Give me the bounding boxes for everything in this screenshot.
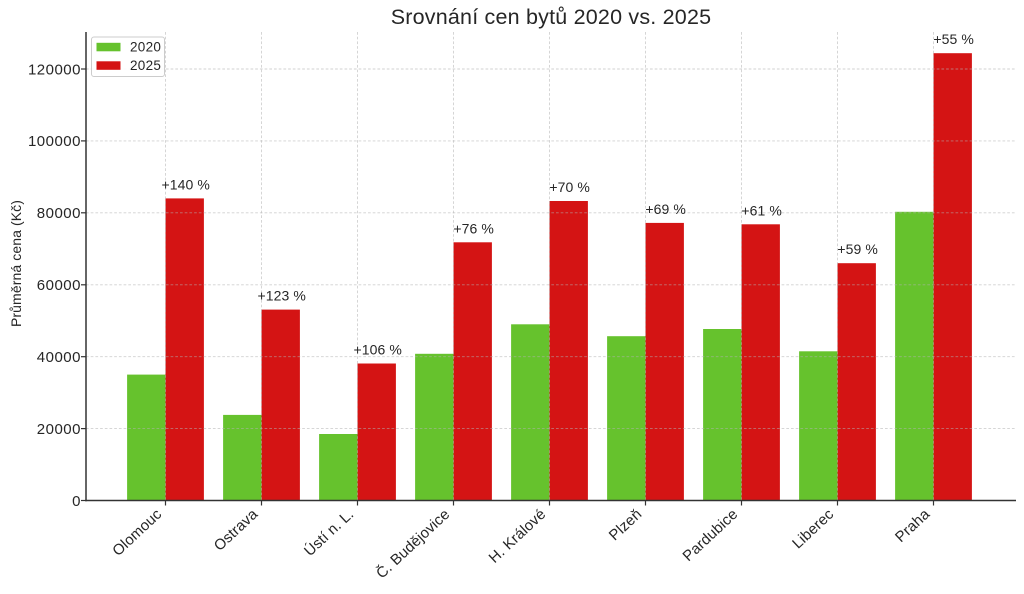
svg-text:2020: 2020 [130,40,161,55]
svg-text:+55 %: +55 % [933,31,974,47]
svg-text:2025: 2025 [130,58,161,73]
svg-text:+61 %: +61 % [741,202,782,218]
svg-text:+140 %: +140 % [161,176,209,192]
svg-text:100000: 100000 [28,133,81,150]
svg-text:+59 %: +59 % [837,241,878,257]
svg-text:80000: 80000 [37,205,81,222]
svg-text:+106 %: +106 % [353,342,401,358]
svg-text:+70 %: +70 % [549,179,590,195]
svg-text:40000: 40000 [37,349,81,366]
svg-text:Srovnání cen bytů 2020 vs. 202: Srovnání cen bytů 2020 vs. 2025 [391,5,712,29]
svg-text:+69 %: +69 % [645,201,686,217]
svg-text:+123 %: +123 % [257,288,305,304]
svg-text:0: 0 [72,493,81,510]
svg-text:+76 %: +76 % [453,220,494,236]
svg-text:Průměrná cena (Kč): Průměrná cena (Kč) [8,200,24,327]
svg-text:60000: 60000 [37,277,81,294]
svg-text:20000: 20000 [37,421,81,438]
svg-text:120000: 120000 [28,61,81,78]
